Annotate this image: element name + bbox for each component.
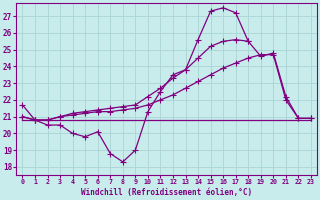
X-axis label: Windchill (Refroidissement éolien,°C): Windchill (Refroidissement éolien,°C) xyxy=(81,188,252,197)
